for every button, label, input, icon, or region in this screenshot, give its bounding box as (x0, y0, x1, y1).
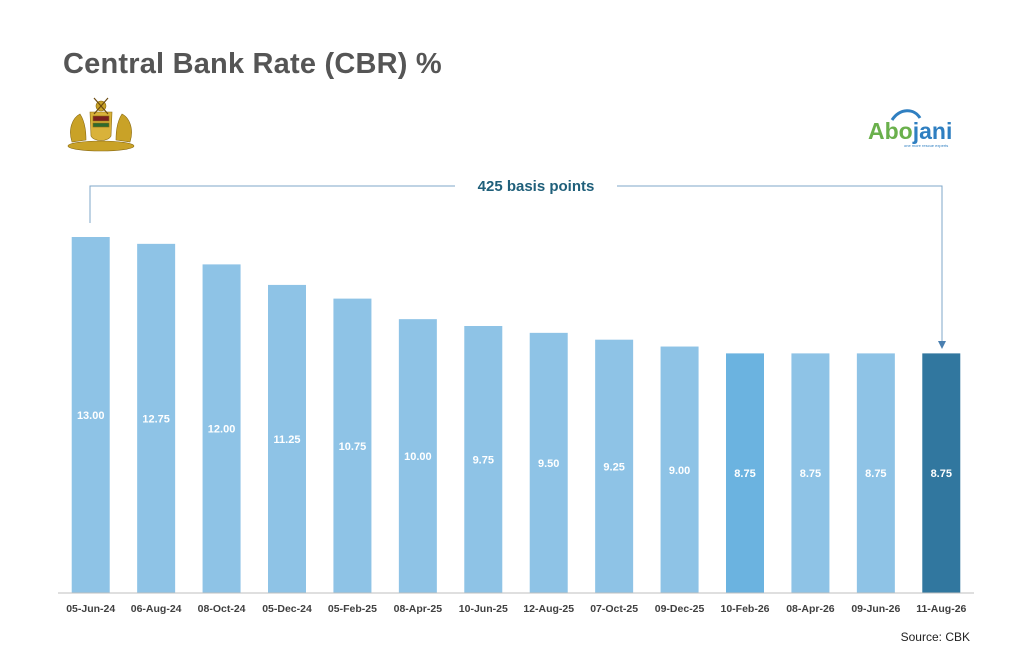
logo-text-suffix: jani (912, 118, 953, 144)
bar-value-label: 10.00 (404, 451, 432, 463)
source-note: Source: CBK (900, 630, 970, 644)
bar-value-label: 9.25 (603, 461, 624, 473)
bar-value-label: 9.75 (473, 455, 494, 467)
abojani-logo: Abojani one more rescue experts (868, 109, 958, 150)
bar-value-label: 8.75 (800, 468, 821, 480)
bar-08-Apr-25 (398, 319, 437, 593)
bar-value-label: 8.75 (865, 468, 886, 480)
bar-value-label: 10.75 (339, 441, 367, 453)
x-tick-label: 12-Aug-25 (523, 603, 574, 615)
logo-text-prefix: Abo (868, 118, 913, 144)
bar-05-Jun-24 (71, 237, 110, 593)
bar-value-label: 8.75 (734, 468, 755, 480)
bar-value-label: 9.50 (538, 458, 559, 470)
bar-value-label: 13.00 (77, 410, 105, 422)
bar-09-Jun-26 (856, 353, 895, 593)
x-tick-label: 08-Oct-24 (198, 603, 246, 615)
bar-11-Aug-26 (922, 353, 961, 593)
bar-05-Dec-24 (268, 284, 306, 593)
x-tick-label: 10-Jun-25 (459, 603, 508, 615)
bar-10-Feb-26 (726, 353, 764, 593)
x-tick-label: 07-Oct-25 (590, 603, 638, 615)
bar-08-Oct-24 (202, 264, 241, 593)
x-tick-label: 05-Dec-24 (262, 603, 312, 615)
chart-title: Central Bank Rate (CBR) % (63, 48, 442, 80)
annotation-bracket-left (89, 185, 455, 223)
bar-value-label: 12.00 (208, 424, 236, 436)
bar-08-Apr-26 (791, 353, 830, 593)
coat-of-arms-logo (64, 96, 138, 152)
x-tick-label: 08-Apr-26 (786, 603, 835, 615)
x-tick-label: 08-Apr-25 (394, 603, 443, 615)
x-tick-label: 05-Feb-25 (328, 603, 377, 615)
bar-value-label: 9.00 (669, 465, 690, 477)
bar-07-Oct-25 (595, 339, 634, 593)
bar-value-label: 12.75 (142, 413, 170, 425)
x-tick-label: 09-Jun-26 (851, 603, 900, 615)
x-tick-label: 11-Aug-26 (916, 603, 966, 615)
bar-value-label: 8.75 (931, 468, 952, 480)
x-tick-label: 06-Aug-24 (131, 603, 182, 615)
logo-tagline: one more rescue experts (904, 143, 949, 148)
bar-06-Aug-24 (137, 243, 176, 593)
bar-12-Aug-25 (529, 332, 568, 593)
bar-05-Feb-25 (333, 298, 372, 593)
bar-09-Dec-25 (660, 346, 699, 593)
x-tick-label: 05-Jun-24 (66, 603, 115, 615)
x-tick-label: 09-Dec-25 (655, 603, 705, 615)
x-tick-label: 10-Feb-26 (720, 603, 769, 615)
annotation-bracket-right (617, 185, 946, 349)
bar-value-label: 11.25 (274, 434, 301, 446)
bar-10-Jun-25 (464, 326, 503, 593)
annotation-label: 425 basis points (478, 178, 595, 195)
